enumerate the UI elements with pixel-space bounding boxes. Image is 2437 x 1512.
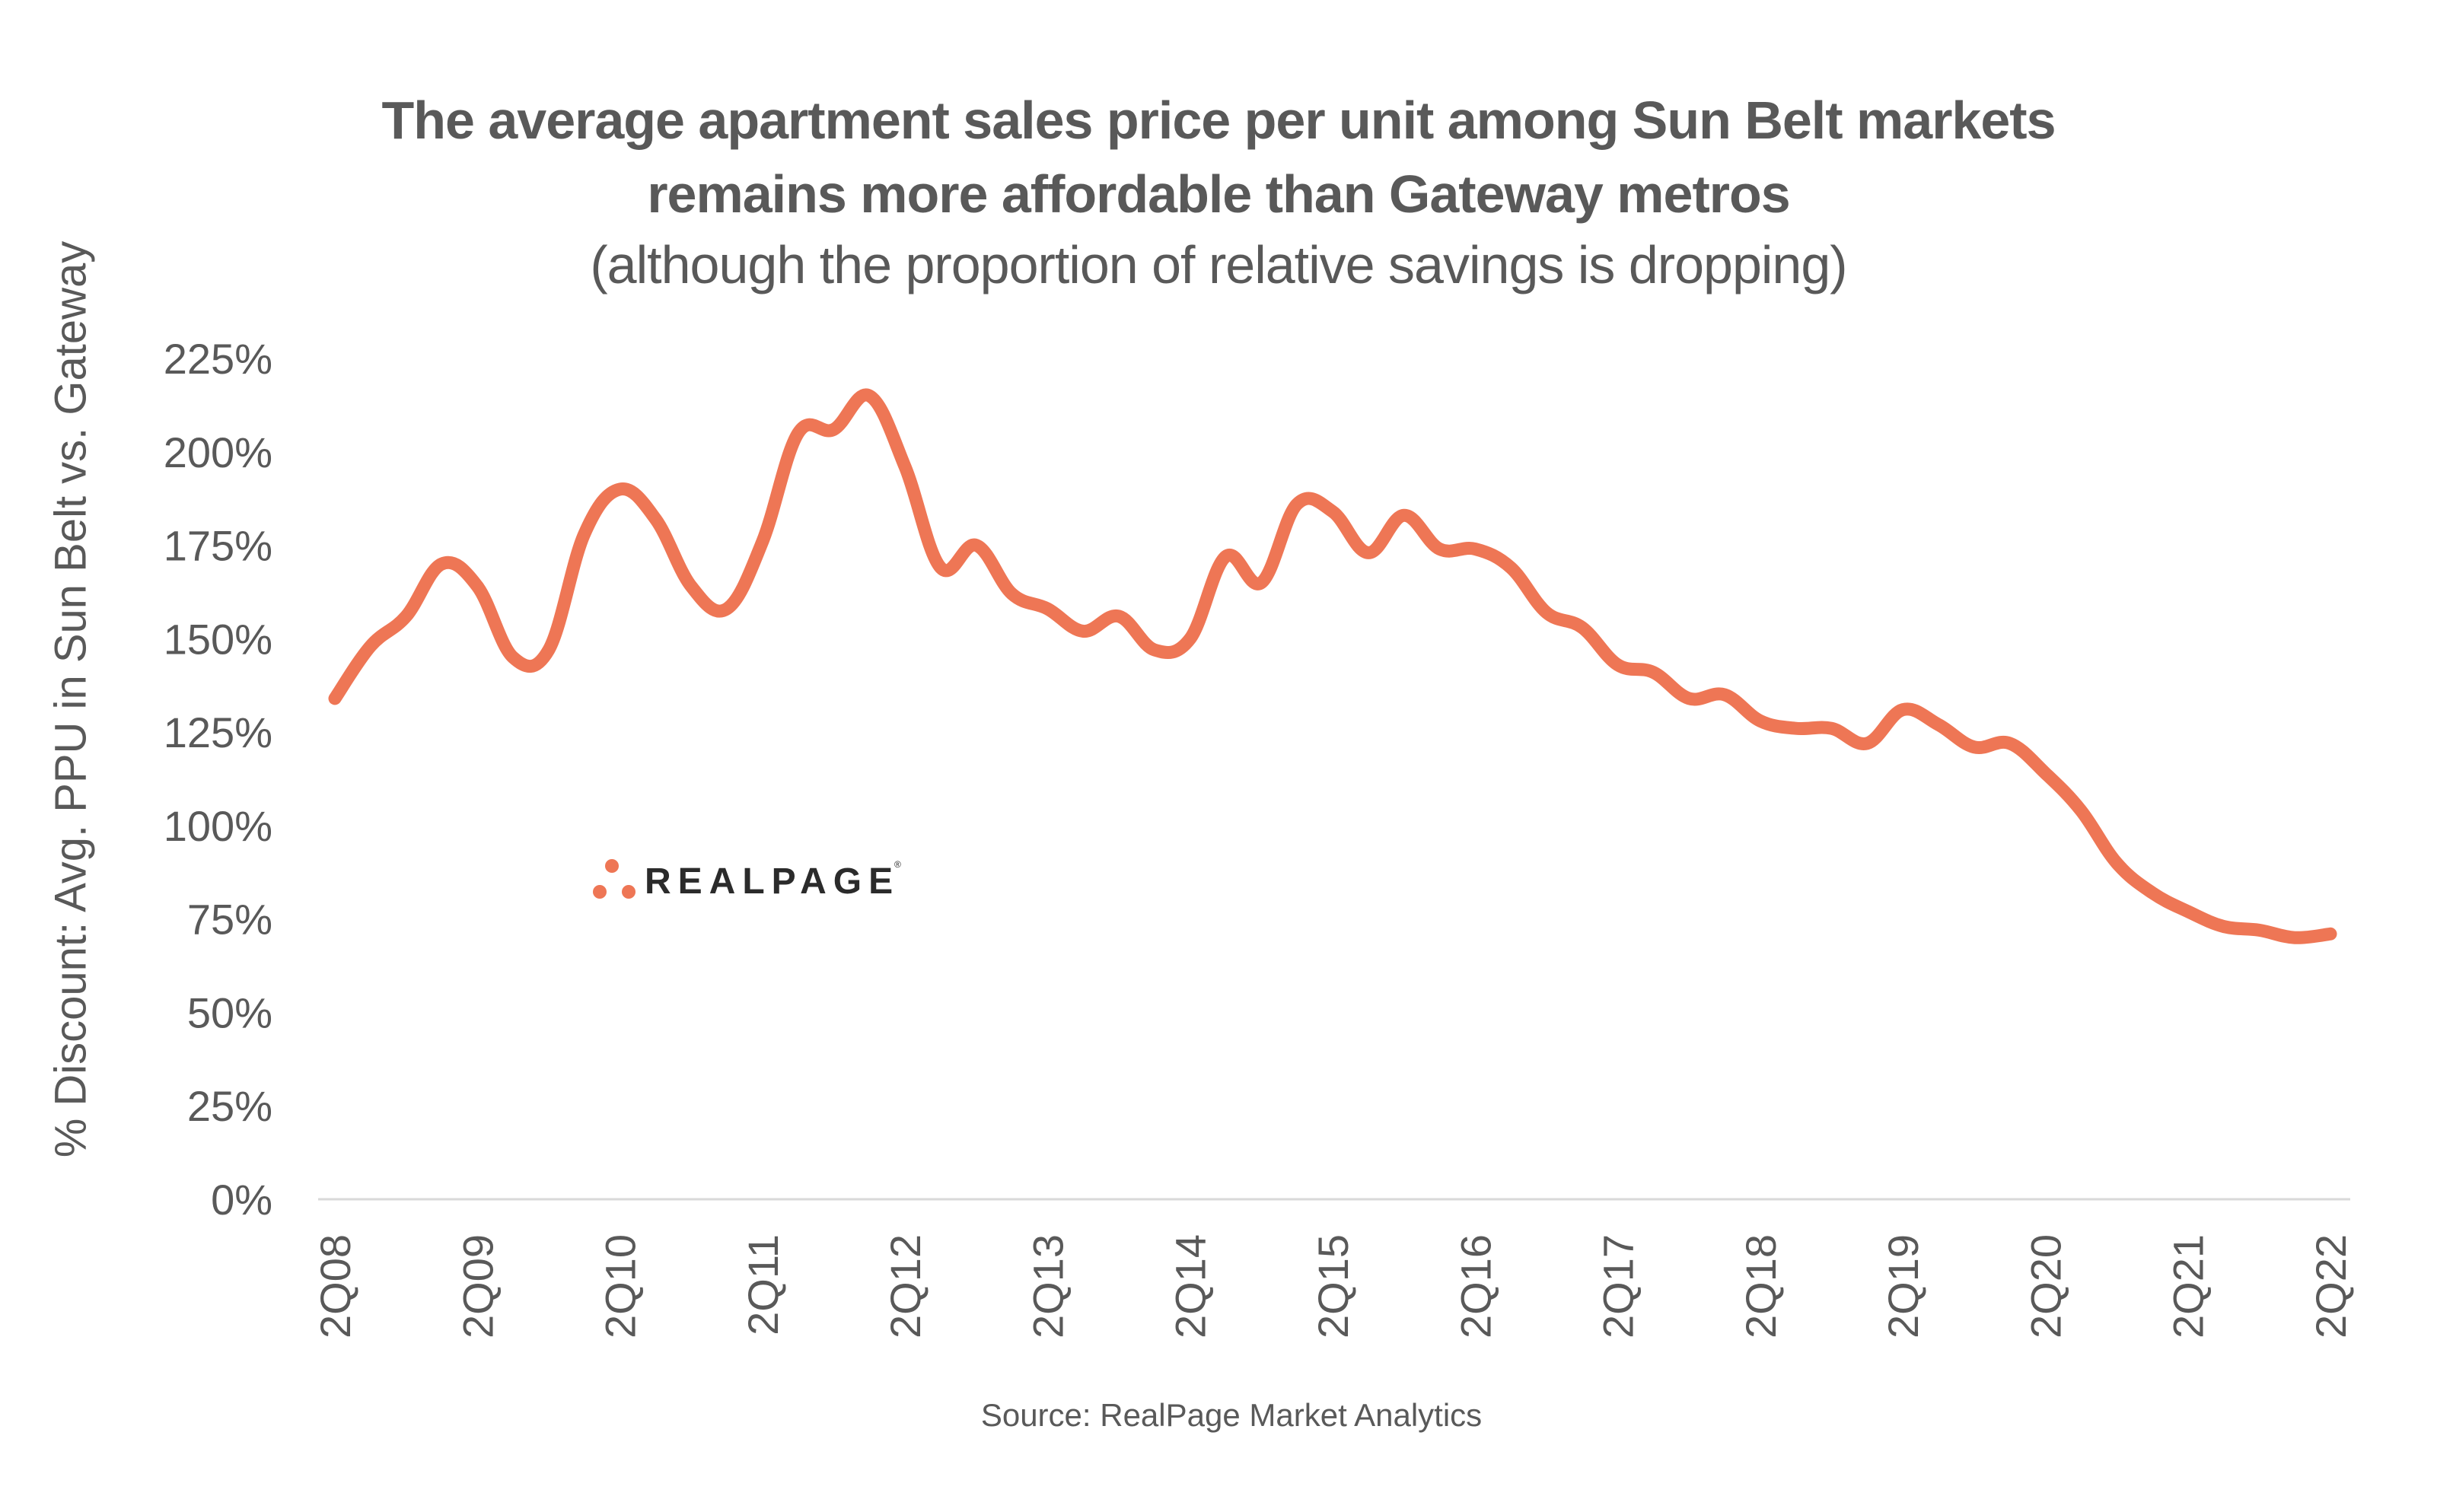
x-tick-label: 2Q21 — [2165, 1234, 2212, 1339]
y-tick-label: 150% — [164, 615, 272, 663]
logo-text: REALPAGE — [645, 861, 900, 902]
y-tick-label: 175% — [164, 522, 272, 570]
logo-dot-icon — [622, 885, 636, 899]
x-tick-label: 2Q18 — [1737, 1234, 1785, 1339]
x-tick-label: 2Q12 — [881, 1234, 929, 1339]
y-axis-ticks: 0% 25% 50% 75% 100% 125% 150% 175% 200% 225% — [164, 335, 272, 1224]
y-tick-label: 225% — [164, 335, 272, 383]
x-tick-label: 2Q10 — [597, 1234, 645, 1339]
x-tick-label: 2Q08 — [311, 1234, 359, 1339]
x-tick-label: 2Q19 — [1879, 1234, 1927, 1339]
y-tick-label: 25% — [187, 1082, 272, 1130]
x-tick-label: 2Q09 — [454, 1234, 502, 1339]
x-axis-ticks: 2Q08 2Q09 2Q10 2Q11 2Q12 2Q13 2Q14 2Q15 2Q16 2Q17… — [311, 1234, 2355, 1339]
logo-dot-icon — [593, 885, 607, 899]
x-tick-label: 2Q16 — [1451, 1234, 1499, 1339]
x-tick-label: 2Q15 — [1309, 1234, 1357, 1339]
x-tick-label: 2Q20 — [2021, 1234, 2069, 1339]
x-tick-label: 2Q22 — [2307, 1234, 2355, 1339]
y-tick-label: 50% — [187, 988, 272, 1036]
y-tick-label: 125% — [164, 708, 272, 756]
x-tick-label: 2Q14 — [1167, 1234, 1215, 1339]
y-tick-label: 100% — [164, 802, 272, 850]
x-tick-label: 2Q13 — [1024, 1234, 1072, 1339]
x-tick-label: 2Q11 — [739, 1234, 787, 1335]
chart-subtitle: (although the proportion of relative sav… — [590, 235, 1847, 294]
chart-title-line-2: remains more affordable than Gateway met… — [647, 164, 1790, 224]
y-tick-label: 200% — [164, 428, 272, 476]
chart-title-line-1: The average apartment sales price per un… — [381, 91, 2056, 150]
source-note: Source: RealPage Market Analytics — [980, 1397, 1483, 1433]
series-line — [328, 388, 2337, 944]
x-tick-label: 2Q17 — [1594, 1234, 1642, 1339]
y-tick-label: 75% — [187, 896, 272, 944]
y-tick-label: 0% — [211, 1176, 272, 1224]
logo-dot-icon — [605, 859, 619, 873]
realpage-logo: REALPAGE ® — [590, 856, 909, 909]
logo-registered-mark: ® — [894, 859, 901, 870]
